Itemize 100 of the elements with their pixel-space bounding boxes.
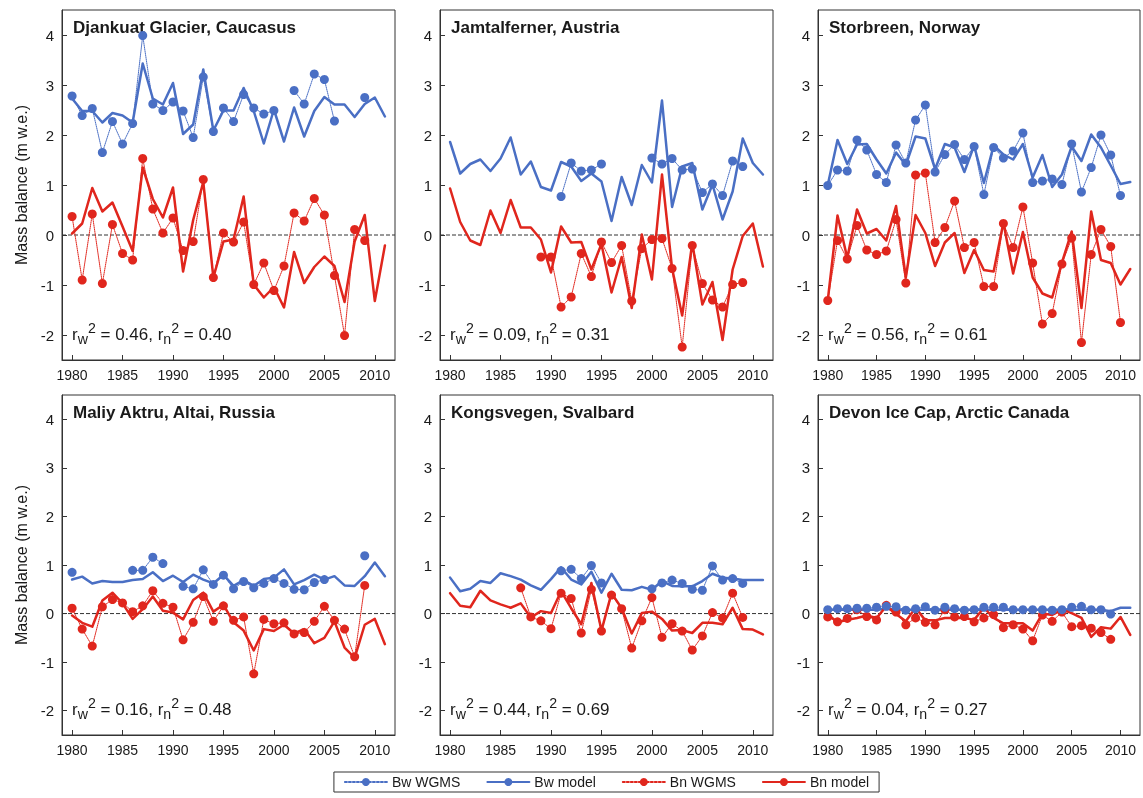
point xyxy=(596,159,606,169)
point xyxy=(249,583,259,593)
point xyxy=(289,584,299,594)
point xyxy=(309,69,319,79)
point xyxy=(259,614,269,624)
point xyxy=(940,150,950,159)
point xyxy=(979,282,989,291)
point xyxy=(67,91,77,101)
point xyxy=(249,669,259,679)
point xyxy=(249,103,259,113)
point xyxy=(128,565,138,575)
y-tick-label: 2 xyxy=(45,126,54,144)
point xyxy=(852,135,862,145)
point xyxy=(1086,250,1096,259)
point xyxy=(1067,622,1077,632)
y-tick-label: -2 xyxy=(796,702,810,720)
point xyxy=(350,225,360,234)
point xyxy=(677,165,687,175)
point xyxy=(198,72,208,82)
point xyxy=(881,178,891,187)
point xyxy=(1096,605,1106,615)
point xyxy=(707,295,717,305)
point xyxy=(178,106,188,116)
point xyxy=(607,590,617,600)
point xyxy=(1047,174,1057,184)
point xyxy=(138,601,148,611)
point xyxy=(823,296,833,305)
point xyxy=(158,106,168,115)
point xyxy=(536,616,546,626)
point xyxy=(1018,202,1028,212)
point xyxy=(998,153,1008,163)
y-tick-label: 2 xyxy=(423,507,432,525)
point xyxy=(920,617,930,627)
point xyxy=(329,116,339,126)
y-tick-label: 3 xyxy=(423,76,432,94)
y-tick-label: 4 xyxy=(45,410,54,428)
point xyxy=(218,570,228,580)
point xyxy=(627,643,637,653)
point xyxy=(566,564,576,574)
point xyxy=(738,612,748,622)
annotation: r$_{w}$$^{2}$ = 0.04, r$_{n}$$^{2}$ = 0.27 xyxy=(828,695,988,723)
point xyxy=(107,117,117,126)
point xyxy=(911,613,921,623)
point xyxy=(526,612,536,622)
point xyxy=(852,221,862,230)
point xyxy=(67,212,77,221)
x-tick-label: 1990 xyxy=(157,367,189,383)
point xyxy=(728,574,738,584)
y-axis-title: Mass balance (m w.e.) xyxy=(13,104,31,266)
y-tick-label: 4 xyxy=(801,410,810,428)
y-tick-label: -1 xyxy=(796,276,810,294)
point xyxy=(77,275,87,285)
point xyxy=(911,170,921,180)
point xyxy=(229,584,239,594)
point xyxy=(1008,605,1018,615)
text: Devon Ice Cap, Arctic Canada xyxy=(829,403,1070,422)
x-tick-label: 1995 xyxy=(958,742,990,758)
point xyxy=(299,585,309,595)
point xyxy=(930,620,940,630)
point xyxy=(718,613,728,623)
point xyxy=(1018,128,1028,138)
y-tick-label: 2 xyxy=(801,507,810,525)
x-tick-label: 2000 xyxy=(258,367,290,383)
x-tick-label: 2005 xyxy=(308,742,341,758)
x-tick-label: 2010 xyxy=(1104,367,1137,383)
point xyxy=(148,204,158,214)
annotation: r$_{w}$$^{2}$ = 0.56, r$_{n}$$^{2}$ = 0.61 xyxy=(828,320,988,348)
point xyxy=(1028,258,1038,268)
y-tick-label: 0 xyxy=(423,226,432,244)
point xyxy=(1096,130,1106,140)
point xyxy=(158,559,168,569)
x-tick-label: 1980 xyxy=(56,367,88,383)
x-tick-label: 2000 xyxy=(636,367,668,383)
point xyxy=(118,598,128,608)
text: Djankuat Glacier, Caucasus xyxy=(73,18,296,37)
point xyxy=(239,577,249,587)
legend-label: Bn model xyxy=(809,774,870,790)
point xyxy=(862,145,872,155)
point xyxy=(309,194,319,203)
point xyxy=(959,605,969,615)
point xyxy=(1086,623,1096,633)
point xyxy=(677,626,687,636)
y-tick-label: -2 xyxy=(40,326,54,344)
legend-label: Bw WGMS xyxy=(391,774,461,790)
point xyxy=(269,574,279,584)
point xyxy=(148,99,158,109)
point xyxy=(718,575,728,585)
point xyxy=(842,254,852,264)
point xyxy=(208,616,218,626)
point xyxy=(1096,225,1106,234)
point xyxy=(168,213,178,223)
point xyxy=(1106,242,1116,251)
y-tick-label: -1 xyxy=(418,653,432,671)
y-tick-label: 1 xyxy=(45,556,54,574)
x-tick-label: 1990 xyxy=(535,367,567,383)
point xyxy=(229,615,239,625)
point xyxy=(979,190,989,199)
point xyxy=(340,331,350,340)
point xyxy=(1018,624,1028,634)
point xyxy=(556,302,566,312)
